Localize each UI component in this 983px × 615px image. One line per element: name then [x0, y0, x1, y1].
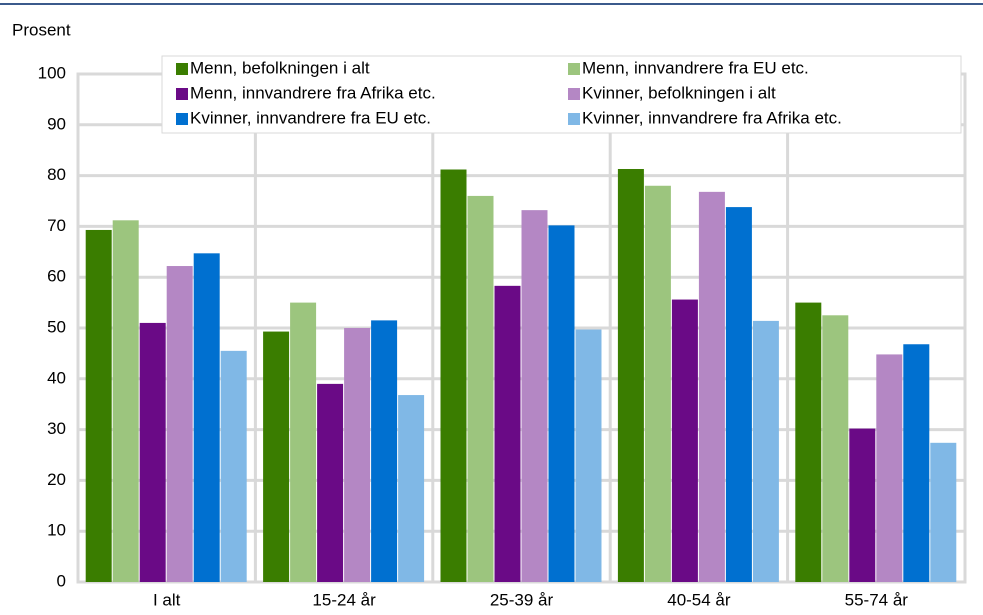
bar	[290, 302, 317, 582]
legend-swatch	[176, 88, 188, 100]
bar	[467, 195, 494, 583]
y-tick-label: 60	[47, 267, 66, 286]
bar	[903, 344, 930, 582]
legend-label: Kvinner, innvandrere fra Afrika etc.	[582, 108, 842, 127]
bar	[725, 207, 752, 582]
bar	[698, 191, 725, 582]
y-tick-label: 40	[47, 368, 66, 387]
y-tick-label: 30	[47, 419, 66, 438]
bar	[617, 168, 644, 582]
legend-box	[161, 55, 962, 134]
bar	[317, 383, 344, 582]
y-tick-label: 50	[47, 317, 66, 336]
bar	[440, 169, 467, 582]
bar	[263, 331, 290, 582]
legend-swatch	[568, 88, 580, 100]
bar	[344, 328, 371, 582]
bar	[220, 350, 247, 582]
bar	[398, 395, 425, 582]
bar	[795, 302, 822, 582]
x-tick-label: 40-54 år	[667, 590, 731, 609]
legend-label: Kvinner, innvandrere fra EU etc.	[190, 108, 431, 127]
y-tick-label: 80	[47, 165, 66, 184]
bar	[930, 442, 957, 582]
y-tick-label: 20	[47, 470, 66, 489]
y-tick-label: 10	[47, 521, 66, 540]
legend-label: Menn, befolkningen i alt	[190, 58, 370, 77]
legend-swatch	[568, 63, 580, 75]
bar	[644, 185, 671, 582]
bar	[193, 253, 220, 582]
y-tick-label: 70	[47, 216, 66, 235]
bar	[752, 320, 779, 582]
x-tick-label: 25-39 år	[490, 590, 554, 609]
y-axis-label: Prosent	[12, 20, 71, 39]
bar	[822, 315, 849, 582]
legend-label: Menn, innvandrere fra Afrika etc.	[190, 83, 436, 102]
x-tick-label: 15-24 år	[312, 590, 376, 609]
bar	[876, 354, 903, 582]
legend-swatch	[176, 113, 188, 125]
legend-swatch	[176, 63, 188, 75]
bar	[671, 299, 698, 582]
bar	[548, 225, 575, 582]
legend-label: Kvinner, befolkningen i alt	[582, 83, 776, 102]
bar	[371, 320, 398, 582]
y-tick-label: 100	[38, 63, 66, 82]
x-tick-label: 55-74 år	[845, 590, 909, 609]
y-tick-label: 0	[57, 571, 66, 590]
bar	[166, 266, 193, 582]
bar	[494, 285, 521, 582]
bar	[521, 210, 548, 583]
y-tick-label: 90	[47, 114, 66, 133]
bar	[139, 322, 166, 582]
bar	[849, 428, 876, 582]
bar	[112, 220, 139, 582]
bar	[575, 329, 602, 582]
legend-swatch	[568, 113, 580, 125]
bar	[85, 229, 112, 582]
legend-label: Menn, innvandrere fra EU etc.	[582, 58, 809, 77]
x-tick-label: I alt	[153, 590, 181, 609]
